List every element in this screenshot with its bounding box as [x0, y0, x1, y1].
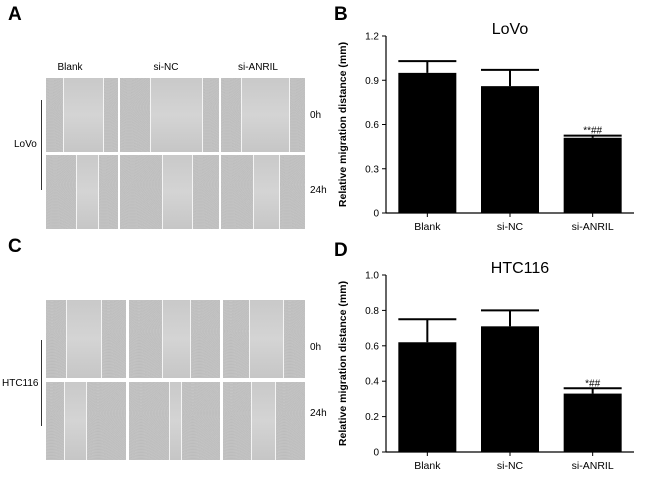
y-tick-label: 0.6	[365, 120, 379, 131]
bar-htc116-si-nc	[481, 326, 539, 452]
y-tick-label: 0.4	[365, 377, 379, 388]
micrograph-lovo-si-nc-24h	[120, 155, 219, 229]
y-tick-label: 0.6	[365, 341, 379, 352]
row-label-0h-top: 0h	[310, 110, 322, 121]
significance-label: *##	[585, 378, 600, 389]
row-label-24h-bottom: 24h	[310, 408, 327, 419]
micrograph-htc116-blank-24h	[46, 382, 126, 460]
side-label-htc116: HTC116	[2, 378, 39, 389]
micrograph-lovo-blank-24h	[46, 155, 118, 229]
y-tick-label: 0.9	[365, 76, 379, 87]
bar-htc116-blank	[398, 342, 457, 452]
chart-title: LoVo	[492, 21, 529, 38]
bar-chart-htc116: HTC116 Relative migration distance (mm) 0 0…	[337, 260, 634, 472]
side-bracket-lovo	[41, 100, 42, 190]
side-bracket-htc116	[41, 340, 42, 426]
column-label-si-nc: si-NC	[153, 62, 179, 73]
y-tick-label: 1.0	[365, 271, 379, 282]
significance-label: **##	[583, 126, 602, 137]
micrograph-htc116-si-nc-0h	[129, 300, 220, 378]
y-axis-label: Relative migration distance (mm)	[337, 42, 349, 207]
bar-lovo-si-nc	[481, 86, 539, 213]
micrograph-lovo-si-anril-24h	[221, 155, 305, 229]
y-tick-label: 0.3	[365, 164, 379, 175]
x-tick-label: Blank	[414, 221, 441, 233]
bar-chart-lovo: LoVo Relative migration distance (mm) 0 0.3…	[337, 21, 634, 233]
y-tick-label: 0.2	[365, 412, 379, 423]
y-tick-label: 0	[373, 448, 379, 459]
row-label-0h-bottom: 0h	[310, 342, 322, 353]
bar-htc116-si-anril	[563, 393, 622, 452]
x-tick-label: si-ANRIL	[572, 460, 614, 472]
panel-letter-d: D	[334, 240, 348, 261]
micrograph-htc116-si-anril-0h	[223, 300, 305, 378]
x-tick-label: si-NC	[497, 460, 524, 472]
panel-letter-a: A	[8, 4, 22, 25]
column-label-blank: Blank	[57, 62, 83, 73]
micrograph-htc116-si-anril-24h	[223, 382, 305, 460]
micrograph-lovo-si-nc-0h	[120, 78, 219, 152]
micrograph-htc116-si-nc-24h	[129, 382, 220, 460]
y-tick-label: 0.8	[365, 306, 379, 317]
y-axis-label: Relative migration distance (mm)	[337, 281, 349, 446]
panel-letter-c: C	[8, 236, 22, 257]
row-label-24h-top: 24h	[310, 185, 327, 196]
side-label-lovo: LoVo	[14, 139, 37, 150]
x-tick-label: Blank	[414, 460, 441, 472]
micrograph-lovo-blank-0h	[46, 78, 118, 152]
micrograph-lovo-si-anril-0h	[221, 78, 305, 152]
panel-letter-b: B	[334, 4, 348, 25]
bar-lovo-blank	[398, 72, 457, 213]
y-tick-label: 1.2	[365, 32, 379, 43]
column-label-si-anril: si-ANRIL	[237, 62, 278, 73]
x-tick-label: si-ANRIL	[572, 221, 614, 233]
x-tick-label: si-NC	[497, 221, 524, 233]
chart-title: HTC116	[491, 260, 549, 277]
y-tick-label: 0	[373, 209, 379, 220]
bar-lovo-si-anril	[563, 137, 622, 213]
micrograph-htc116-blank-0h	[46, 300, 126, 378]
